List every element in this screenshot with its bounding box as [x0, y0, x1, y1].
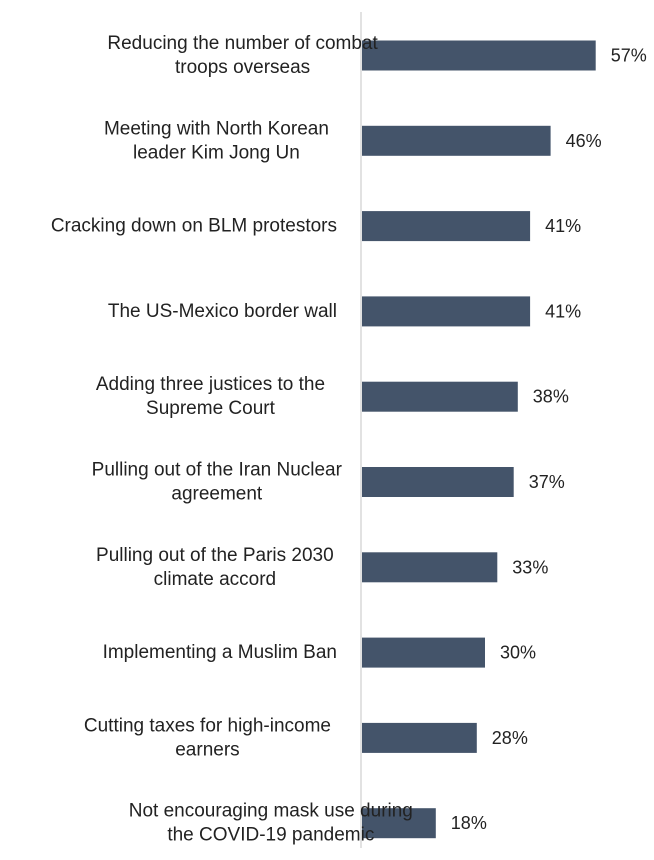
category-label-line: troops overseas — [175, 57, 310, 78]
value-label: 38% — [533, 387, 569, 407]
category-label: Reducing the number of combat troops over… — [107, 33, 378, 78]
category-label-group: Reducing the number of combat troops over… — [51, 33, 413, 846]
category-label-line: The US-Mexico border wall — [108, 301, 337, 322]
category-label-line: agreement — [171, 484, 263, 505]
value-label: 41% — [545, 301, 581, 321]
category-label: Cutting taxes for high-income earners — [84, 715, 331, 760]
value-label: 33% — [512, 557, 548, 577]
category-label: Implementing a Muslim Ban — [103, 642, 337, 663]
bar — [362, 722, 477, 753]
value-label-group: 57% 46% 41% 41% 38% 37% 33% 30% 28% 18% — [451, 46, 647, 834]
value-label: 41% — [545, 216, 581, 236]
bar — [362, 808, 436, 839]
category-label: Pulling out of the Iran Nuclear agreement — [92, 460, 343, 505]
category-label-line: climate accord — [154, 569, 277, 590]
value-label: 18% — [451, 813, 487, 833]
category-label: The US-Mexico border wall — [108, 301, 337, 322]
bar-group — [362, 40, 596, 839]
value-label: 28% — [492, 728, 528, 748]
bar — [362, 296, 531, 327]
bar — [362, 467, 514, 497]
bar — [362, 211, 531, 242]
bar — [362, 125, 551, 156]
category-label-line: Meeting with North Korean — [104, 118, 329, 139]
category-label: Cracking down on BLM protestors — [51, 216, 337, 237]
bar — [362, 40, 596, 71]
category-label: Meeting with North Korean leader Kim Jong… — [104, 118, 329, 163]
category-label-line: Implementing a Muslim Ban — [103, 642, 337, 663]
category-label-line: Reducing the number of combat — [107, 33, 378, 54]
value-label: 30% — [500, 643, 536, 663]
category-label-line: the COVID-19 pandemic — [167, 825, 374, 846]
bar — [362, 552, 498, 583]
value-label: 37% — [529, 472, 565, 492]
value-label: 46% — [566, 131, 602, 151]
bar — [362, 637, 485, 668]
value-label: 57% — [611, 46, 647, 66]
category-label-line: Cracking down on BLM protestors — [51, 216, 337, 237]
category-label: Pulling out of the Paris 2030 climate acc… — [96, 545, 334, 590]
category-label-line: Pulling out of the Iran Nuclear — [92, 460, 343, 481]
category-label-line: Adding three justices to the — [96, 374, 325, 395]
category-label-line: Cutting taxes for high-income — [84, 715, 331, 736]
category-label: Not encouraging mask use during the COVID… — [129, 801, 413, 846]
category-label-line: earners — [175, 739, 239, 760]
category-label: Adding three justices to the Supreme Cour… — [96, 374, 325, 419]
category-label-line: Supreme Court — [146, 398, 276, 419]
bar — [362, 381, 518, 412]
category-label-line: leader Kim Jong Un — [133, 142, 300, 163]
category-label-line: Pulling out of the Paris 2030 — [96, 545, 334, 566]
category-label-line: Not encouraging mask use during — [129, 801, 413, 822]
